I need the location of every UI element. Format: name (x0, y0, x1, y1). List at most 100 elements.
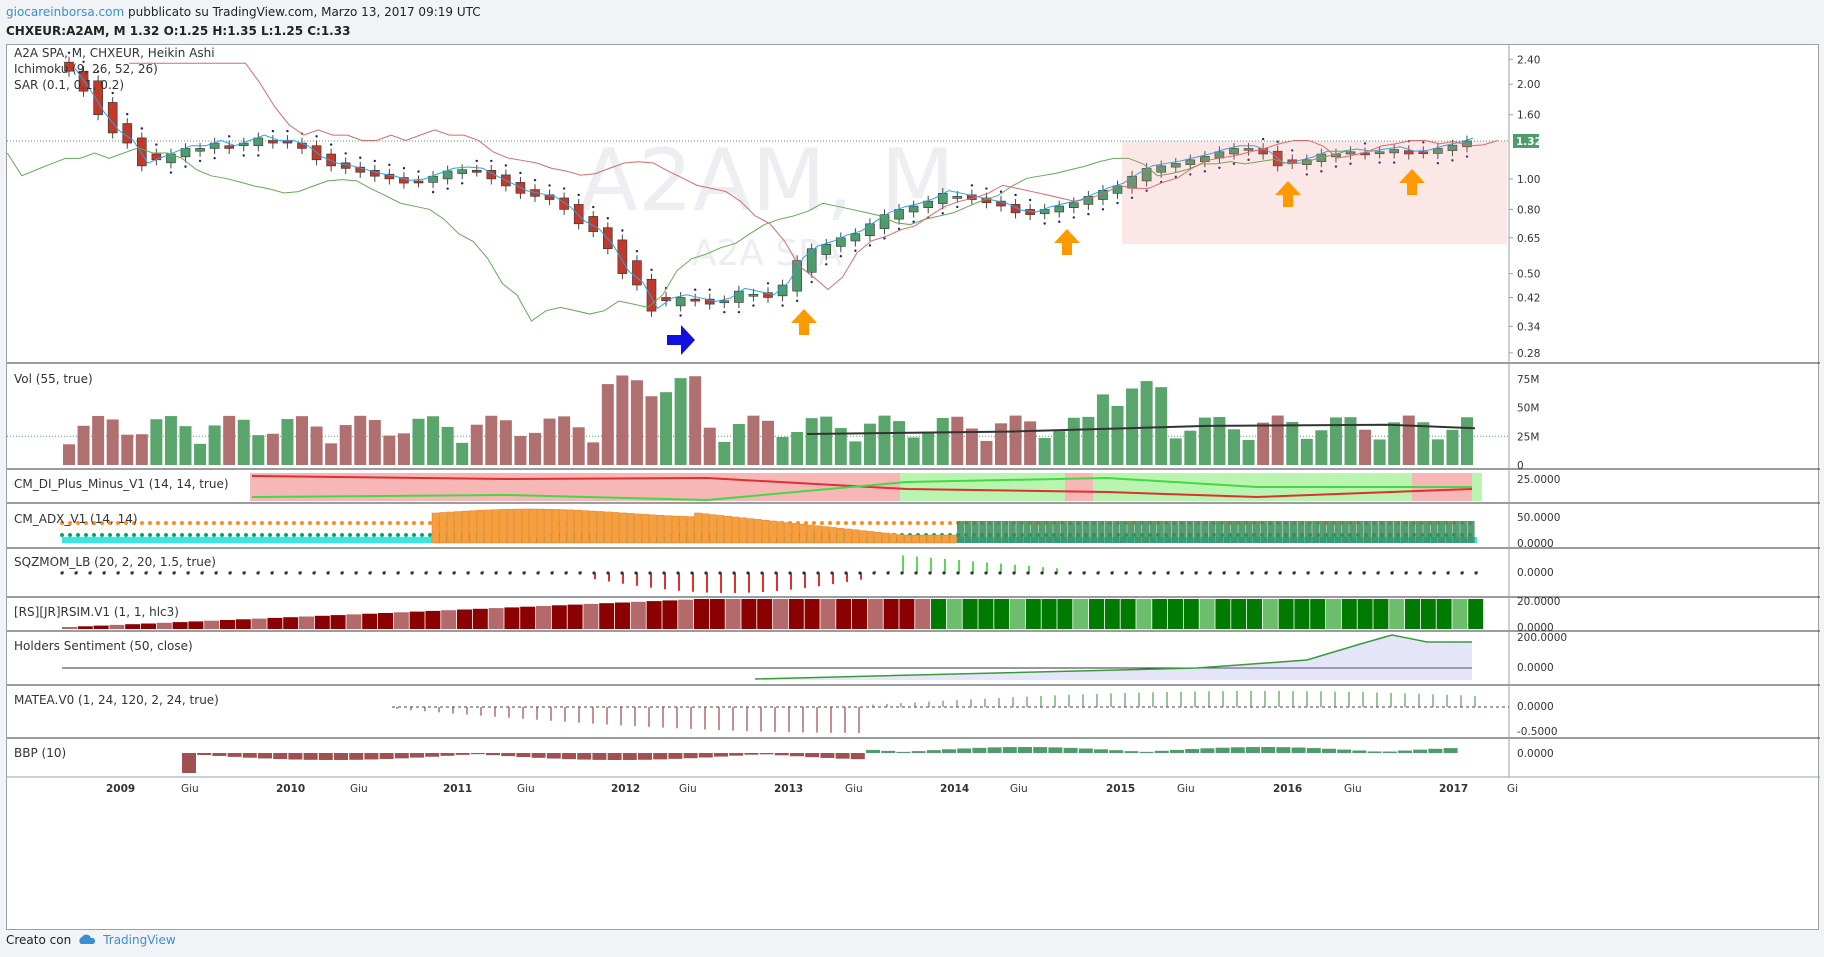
adx-bar (1119, 521, 1127, 543)
adx-level-dot (244, 521, 248, 525)
volume-bar (863, 423, 876, 465)
adx-bar (454, 511, 462, 544)
adx-level-dot (340, 521, 344, 525)
adx-level-dot (924, 521, 928, 525)
adx-level-dot (132, 521, 136, 525)
candle (486, 170, 497, 180)
adx-mid-dot (420, 533, 424, 537)
adx-bar (1023, 521, 1031, 543)
rsim-bar (393, 612, 409, 629)
adx-bar (656, 515, 665, 544)
volume-bar (601, 384, 614, 465)
adx-bar (476, 510, 485, 544)
sqz-dot (1446, 571, 1450, 575)
sqz-dot (536, 571, 540, 575)
bbp-bar (394, 753, 409, 759)
adx-bar (1230, 521, 1238, 543)
adx-tick-label: 0.0000 (1517, 538, 1554, 550)
adx-mid-dot (300, 533, 304, 537)
sqz-bar (636, 573, 638, 586)
bbp-bar (1428, 748, 1443, 753)
adx-mid-dot (260, 533, 264, 537)
sar-dot (562, 187, 566, 190)
rsim-bar (220, 620, 235, 629)
adx-level-dot (884, 521, 888, 525)
time-axis-label: 2009 (106, 783, 135, 795)
volume-bar (907, 437, 920, 465)
adx-level-dot (860, 521, 864, 525)
rsim-bar (804, 599, 820, 629)
adx-bar (626, 513, 635, 544)
adx-bar (439, 512, 447, 544)
sqz-dot (1250, 571, 1254, 575)
sar-dot (1145, 189, 1148, 192)
sqz-bar (832, 573, 834, 585)
adx-level-dot (396, 521, 400, 525)
price-tick-label: 2.40 (1517, 54, 1540, 66)
sqz-dot (1138, 571, 1142, 575)
adx-bar (686, 516, 695, 544)
bbp-bar (1170, 749, 1184, 753)
adx-bar (514, 508, 522, 544)
sar-dot (475, 159, 478, 163)
sqz-dot (298, 571, 302, 575)
chart-frame[interactable]: A2AM, M A2A SPA 2.40 2.00 1.60 1.00 0.80 0.65 0.… (6, 44, 1820, 931)
rsim-bar (1057, 599, 1073, 629)
adx-mid-dot (116, 533, 120, 537)
adx-bar (1364, 521, 1371, 543)
adx-bar (671, 515, 680, 544)
sar-dot (752, 304, 755, 307)
adx-bar (1245, 521, 1253, 543)
volume-bar (980, 440, 993, 465)
candle (137, 137, 147, 167)
adx-bar (506, 508, 515, 544)
sqz-dot (214, 571, 218, 575)
sqz-dot (452, 571, 456, 575)
bbp-bar (227, 753, 242, 757)
sqz-dot (1152, 571, 1156, 575)
adx-bar (957, 521, 964, 543)
adx-bar (979, 521, 987, 543)
vol-tick-label: 75M (1517, 374, 1539, 386)
bbp-tick-label: 0.0000 (1517, 748, 1554, 760)
adx-level-dot (916, 521, 920, 525)
sar-dot (897, 227, 901, 231)
volume-bar (718, 441, 731, 465)
adx-mid-dot (284, 533, 288, 537)
price-tick-label: 0.65 (1517, 233, 1540, 245)
tradingview-link[interactable]: TradingView (103, 933, 176, 947)
sqz-dot (760, 571, 764, 575)
sar-dot (417, 170, 420, 173)
adx-mid-dot (236, 533, 240, 537)
sqz-dot (326, 571, 330, 575)
sqz-bar (916, 556, 918, 573)
bbp-bar (1048, 747, 1063, 753)
sar-dot (941, 212, 944, 215)
sqz-dot (256, 571, 260, 575)
sqz-dot (830, 571, 834, 575)
site-link[interactable]: giocareinborsa.com (6, 5, 125, 19)
sqz-bar (692, 573, 694, 592)
adx-bar (499, 509, 507, 544)
sqz-bar (1014, 564, 1016, 573)
bbp-bar (790, 753, 804, 757)
bbp-bar (1002, 747, 1017, 753)
candle (734, 290, 744, 303)
volume-bar (106, 419, 119, 465)
adx-bar (604, 511, 612, 544)
rsim-bar (77, 626, 93, 629)
adx-level-dot (380, 521, 384, 525)
adx-mid-dot (76, 533, 80, 537)
sar-dot (1378, 161, 1381, 164)
volume-bar (1140, 381, 1153, 465)
adx-level-dot (212, 521, 216, 525)
sar-dot (970, 184, 974, 187)
rsim-bar (852, 599, 867, 629)
volume-bar (1315, 430, 1328, 465)
rsim-bar (1199, 599, 1215, 629)
volume-bar (543, 418, 556, 465)
rsim-bar (741, 599, 757, 629)
time-axis-label: Giu (1344, 783, 1362, 795)
candle (1039, 209, 1050, 215)
